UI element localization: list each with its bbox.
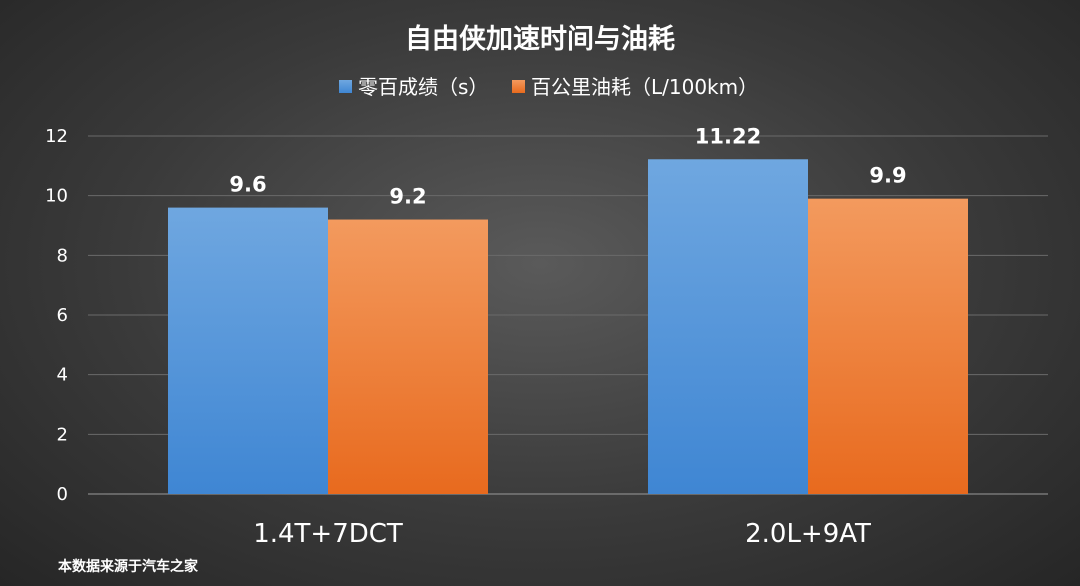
source-footnote: 本数据来源于汽车之家 bbox=[58, 559, 198, 575]
y-tick-label: 8 bbox=[57, 245, 68, 266]
data-labels: 9.6 9.2 11.22 9.9 bbox=[229, 124, 906, 208]
legend-swatch-1 bbox=[512, 80, 525, 93]
bar-series1-cat1 bbox=[808, 198, 968, 494]
y-tick-label: 6 bbox=[57, 305, 68, 326]
chart-title: 自由侠加速时间与油耗 bbox=[405, 23, 675, 55]
y-tick-label: 0 bbox=[57, 484, 68, 505]
y-tick-label: 12 bbox=[45, 126, 68, 147]
legend: 零百成绩（s） 百公里油耗（L/100km） bbox=[339, 75, 758, 99]
y-tick-label: 4 bbox=[57, 365, 68, 386]
data-label: 9.2 bbox=[389, 185, 426, 209]
legend-label-0: 零百成绩（s） bbox=[358, 75, 488, 99]
y-tick-label: 2 bbox=[57, 424, 68, 445]
data-label: 9.9 bbox=[869, 164, 906, 188]
data-label: 11.22 bbox=[695, 124, 761, 148]
legend-swatch-0 bbox=[339, 80, 352, 93]
bars bbox=[168, 159, 968, 495]
bar-series0-cat0 bbox=[168, 207, 328, 494]
x-category-label: 2.0L+9AT bbox=[745, 519, 871, 549]
bar-series1-cat0 bbox=[328, 219, 488, 495]
data-label: 9.6 bbox=[229, 173, 266, 197]
x-category-label: 1.4T+7DCT bbox=[253, 519, 403, 549]
y-axis: 0 2 4 6 8 10 12 bbox=[45, 126, 68, 505]
y-tick-label: 10 bbox=[45, 186, 68, 207]
bar-series0-cat1 bbox=[648, 159, 808, 494]
legend-label-1: 百公里油耗（L/100km） bbox=[531, 75, 758, 99]
x-axis: 1.4T+7DCT 2.0L+9AT bbox=[253, 519, 871, 549]
